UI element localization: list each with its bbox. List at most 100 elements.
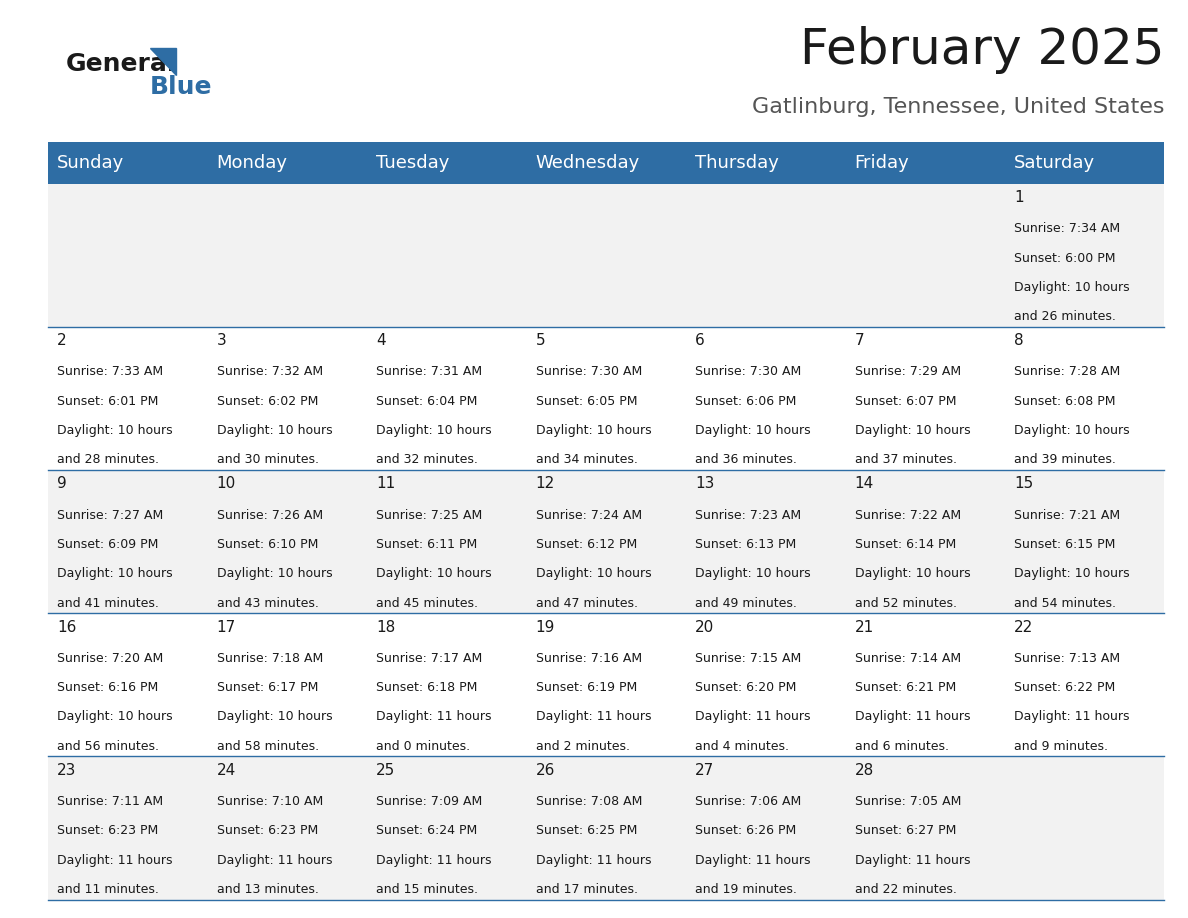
Text: 6: 6	[695, 333, 704, 348]
Text: Daylight: 11 hours: Daylight: 11 hours	[377, 711, 492, 723]
Text: Thursday: Thursday	[695, 154, 779, 172]
Text: 26: 26	[536, 763, 555, 778]
Text: Sunset: 6:16 PM: Sunset: 6:16 PM	[57, 681, 158, 694]
Text: Daylight: 11 hours: Daylight: 11 hours	[695, 854, 810, 867]
Text: 18: 18	[377, 620, 396, 634]
Text: and 37 minutes.: and 37 minutes.	[854, 453, 956, 466]
Text: Sunset: 6:01 PM: Sunset: 6:01 PM	[57, 395, 158, 408]
Text: 15: 15	[1015, 476, 1034, 491]
Text: Gatlinburg, Tennessee, United States: Gatlinburg, Tennessee, United States	[752, 97, 1164, 118]
Text: 20: 20	[695, 620, 714, 634]
Text: Sunset: 6:17 PM: Sunset: 6:17 PM	[216, 681, 318, 694]
Text: and 30 minutes.: and 30 minutes.	[216, 453, 318, 466]
Text: and 39 minutes.: and 39 minutes.	[1015, 453, 1116, 466]
Text: Sunset: 6:09 PM: Sunset: 6:09 PM	[57, 538, 158, 551]
Text: Daylight: 11 hours: Daylight: 11 hours	[1015, 711, 1130, 723]
Text: and 58 minutes.: and 58 minutes.	[216, 740, 318, 753]
Text: Sunrise: 7:30 AM: Sunrise: 7:30 AM	[536, 365, 642, 378]
Text: 28: 28	[854, 763, 874, 778]
Text: Sunset: 6:05 PM: Sunset: 6:05 PM	[536, 395, 637, 408]
Text: Daylight: 10 hours: Daylight: 10 hours	[216, 711, 333, 723]
Text: Sunrise: 7:06 AM: Sunrise: 7:06 AM	[695, 795, 802, 808]
Text: 22: 22	[1015, 620, 1034, 634]
Text: 21: 21	[854, 620, 874, 634]
Text: Daylight: 10 hours: Daylight: 10 hours	[57, 424, 172, 437]
Text: Wednesday: Wednesday	[536, 154, 640, 172]
Text: Daylight: 11 hours: Daylight: 11 hours	[57, 854, 172, 867]
Text: Saturday: Saturday	[1015, 154, 1095, 172]
Text: Sunrise: 7:28 AM: Sunrise: 7:28 AM	[1015, 365, 1120, 378]
Text: Daylight: 10 hours: Daylight: 10 hours	[854, 424, 971, 437]
Text: and 19 minutes.: and 19 minutes.	[695, 883, 797, 896]
Text: Sunset: 6:23 PM: Sunset: 6:23 PM	[216, 824, 318, 837]
Text: Daylight: 11 hours: Daylight: 11 hours	[216, 854, 333, 867]
Text: 25: 25	[377, 763, 396, 778]
Text: Sunrise: 7:15 AM: Sunrise: 7:15 AM	[695, 652, 802, 665]
Text: and 34 minutes.: and 34 minutes.	[536, 453, 638, 466]
Text: Blue: Blue	[150, 75, 213, 99]
Text: Sunrise: 7:11 AM: Sunrise: 7:11 AM	[57, 795, 163, 808]
FancyBboxPatch shape	[48, 184, 1164, 327]
Text: Tuesday: Tuesday	[377, 154, 449, 172]
FancyBboxPatch shape	[48, 756, 1164, 900]
Text: 11: 11	[377, 476, 396, 491]
Text: Monday: Monday	[216, 154, 287, 172]
FancyBboxPatch shape	[48, 142, 1164, 184]
Text: and 36 minutes.: and 36 minutes.	[695, 453, 797, 466]
Text: 1: 1	[1015, 190, 1024, 205]
Text: 8: 8	[1015, 333, 1024, 348]
Text: Sunset: 6:20 PM: Sunset: 6:20 PM	[695, 681, 796, 694]
Text: Sunrise: 7:16 AM: Sunrise: 7:16 AM	[536, 652, 642, 665]
Text: Daylight: 11 hours: Daylight: 11 hours	[854, 711, 971, 723]
Text: Daylight: 11 hours: Daylight: 11 hours	[536, 854, 651, 867]
Text: Daylight: 10 hours: Daylight: 10 hours	[1015, 567, 1130, 580]
Text: Daylight: 10 hours: Daylight: 10 hours	[1015, 281, 1130, 294]
Text: Sunrise: 7:10 AM: Sunrise: 7:10 AM	[216, 795, 323, 808]
FancyBboxPatch shape	[48, 470, 1164, 613]
Text: Daylight: 10 hours: Daylight: 10 hours	[536, 567, 651, 580]
Text: Sunset: 6:26 PM: Sunset: 6:26 PM	[695, 824, 796, 837]
Text: Daylight: 10 hours: Daylight: 10 hours	[57, 711, 172, 723]
Text: and 54 minutes.: and 54 minutes.	[1015, 597, 1117, 610]
Text: Sunset: 6:14 PM: Sunset: 6:14 PM	[854, 538, 956, 551]
Text: Sunrise: 7:05 AM: Sunrise: 7:05 AM	[854, 795, 961, 808]
Text: and 52 minutes.: and 52 minutes.	[854, 597, 956, 610]
Text: Daylight: 10 hours: Daylight: 10 hours	[377, 567, 492, 580]
Text: 27: 27	[695, 763, 714, 778]
Text: Sunset: 6:21 PM: Sunset: 6:21 PM	[854, 681, 956, 694]
Text: Sunrise: 7:27 AM: Sunrise: 7:27 AM	[57, 509, 163, 521]
Text: Friday: Friday	[854, 154, 910, 172]
Text: and 22 minutes.: and 22 minutes.	[854, 883, 956, 896]
Text: Sunset: 6:00 PM: Sunset: 6:00 PM	[1015, 252, 1116, 264]
Text: Daylight: 11 hours: Daylight: 11 hours	[854, 854, 971, 867]
Text: Sunrise: 7:20 AM: Sunrise: 7:20 AM	[57, 652, 163, 665]
Text: 16: 16	[57, 620, 76, 634]
Text: Daylight: 10 hours: Daylight: 10 hours	[854, 567, 971, 580]
Text: Daylight: 10 hours: Daylight: 10 hours	[57, 567, 172, 580]
Text: 12: 12	[536, 476, 555, 491]
Text: 7: 7	[854, 333, 865, 348]
Text: 19: 19	[536, 620, 555, 634]
Text: Sunrise: 7:08 AM: Sunrise: 7:08 AM	[536, 795, 642, 808]
Text: and 47 minutes.: and 47 minutes.	[536, 597, 638, 610]
Text: Sunset: 6:07 PM: Sunset: 6:07 PM	[854, 395, 956, 408]
Text: and 9 minutes.: and 9 minutes.	[1015, 740, 1108, 753]
Text: Sunrise: 7:24 AM: Sunrise: 7:24 AM	[536, 509, 642, 521]
Text: and 11 minutes.: and 11 minutes.	[57, 883, 159, 896]
Text: Sunset: 6:18 PM: Sunset: 6:18 PM	[377, 681, 478, 694]
Text: and 49 minutes.: and 49 minutes.	[695, 597, 797, 610]
Text: and 26 minutes.: and 26 minutes.	[1015, 310, 1116, 323]
FancyBboxPatch shape	[48, 327, 1164, 470]
Text: Sunrise: 7:26 AM: Sunrise: 7:26 AM	[216, 509, 323, 521]
Text: Sunset: 6:06 PM: Sunset: 6:06 PM	[695, 395, 796, 408]
Text: 10: 10	[216, 476, 235, 491]
Text: and 6 minutes.: and 6 minutes.	[854, 740, 949, 753]
Text: Daylight: 10 hours: Daylight: 10 hours	[216, 424, 333, 437]
Text: Daylight: 11 hours: Daylight: 11 hours	[377, 854, 492, 867]
Text: Sunrise: 7:23 AM: Sunrise: 7:23 AM	[695, 509, 801, 521]
Text: Sunrise: 7:30 AM: Sunrise: 7:30 AM	[695, 365, 802, 378]
Text: Daylight: 10 hours: Daylight: 10 hours	[695, 567, 810, 580]
Text: Daylight: 10 hours: Daylight: 10 hours	[536, 424, 651, 437]
Text: Sunset: 6:13 PM: Sunset: 6:13 PM	[695, 538, 796, 551]
Text: Sunrise: 7:33 AM: Sunrise: 7:33 AM	[57, 365, 163, 378]
